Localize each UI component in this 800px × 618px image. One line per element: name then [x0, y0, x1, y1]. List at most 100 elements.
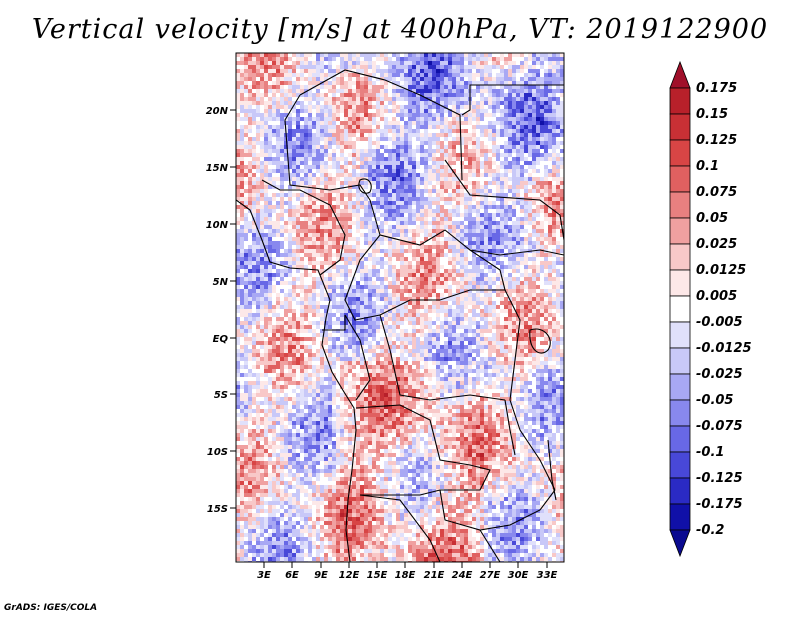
- lon-tick-3E: 3E: [257, 562, 271, 581]
- lat-tick-20N: 20N: [206, 106, 236, 117]
- border-car: [379, 229, 506, 316]
- lake-victoria: [529, 328, 551, 354]
- field-cells: [236, 53, 564, 562]
- lat-label-5S: 5S: [214, 390, 228, 401]
- colorbar-bottom-arrow: [669, 529, 691, 558]
- lat-tick-5S: 5S: [214, 390, 236, 401]
- lon-tick-15E: 15E: [367, 562, 388, 581]
- colorbar-segment: [669, 217, 691, 245]
- lon-tick-18E: 18E: [395, 562, 416, 581]
- grads-credit: GrADS: IGES/COLA: [4, 603, 98, 613]
- colorbar-segment: [669, 295, 691, 323]
- colorbar-segment: [669, 191, 691, 219]
- lat-label-20N: 20N: [206, 106, 229, 117]
- colorbar-segments: [669, 87, 691, 531]
- border-gabon: [322, 315, 346, 331]
- lake-chad: [358, 178, 372, 194]
- border-libya-chad: [299, 69, 463, 181]
- lon-label-15E: 15E: [367, 570, 388, 581]
- colorbar-segment: [669, 347, 691, 375]
- lon-label-24E: 24E: [452, 570, 473, 581]
- cb-label-12: -0.05: [696, 393, 733, 408]
- colorbar-segment: [669, 399, 691, 427]
- border-drc-east: [504, 289, 556, 491]
- cb-label-3: 0.1: [696, 159, 719, 174]
- lat-label-15S: 15S: [207, 504, 228, 515]
- colorbar-labels: 0.175 0.15 0.125 0.1 0.075 0.05 0.025 0.…: [696, 81, 752, 538]
- colorbar-segment: [669, 425, 691, 453]
- border-nigeria: [261, 179, 346, 276]
- lat-tick-15S: 15S: [207, 504, 236, 515]
- border-south-sudan: [469, 249, 564, 256]
- lon-tick-21E: 21E: [424, 562, 445, 581]
- colorbar: 0.175 0.15 0.125 0.1 0.075 0.05 0.025 0.…: [669, 60, 752, 558]
- velocity-field: [236, 53, 564, 562]
- lat-tick-10N: 10N: [206, 220, 236, 231]
- latitude-axis: 20N 15N 10N 5N EQ 5S 10S 15S: [206, 106, 236, 515]
- lat-label-5N: 5N: [213, 277, 229, 288]
- lon-label-6E: 6E: [285, 570, 299, 581]
- colorbar-segment: [669, 269, 691, 297]
- border-angola: [355, 404, 491, 496]
- lon-tick-12E: 12E: [339, 562, 360, 581]
- cb-label-8: 0.005: [696, 289, 737, 304]
- border-cameroon: [344, 199, 381, 321]
- cb-label-10: -0.0125: [696, 341, 752, 356]
- cb-label-2: 0.125: [696, 133, 737, 148]
- lon-label-3E: 3E: [257, 570, 271, 581]
- lat-tick-10S: 10S: [207, 447, 236, 458]
- lon-tick-9E: 9E: [314, 562, 328, 581]
- lon-tick-6E: 6E: [285, 562, 299, 581]
- cb-label-6: 0.025: [696, 237, 737, 252]
- country-boundaries: [236, 69, 564, 562]
- cb-label-1: 0.15: [696, 107, 728, 122]
- cb-label-17: -0.2: [696, 523, 724, 538]
- colorbar-segment: [669, 165, 691, 193]
- colorbar-segment: [669, 451, 691, 479]
- lat-tick-EQ: EQ: [213, 334, 236, 345]
- lat-label-15N: 15N: [206, 163, 229, 174]
- border-zimbabwe: [479, 529, 501, 562]
- colorbar-top-arrow: [669, 60, 691, 89]
- lon-label-9E: 9E: [314, 570, 328, 581]
- border-zambia: [439, 489, 556, 531]
- border-chad-sudan: [461, 84, 564, 116]
- lon-label-30E: 30E: [508, 570, 529, 581]
- cb-label-14: -0.1: [696, 445, 724, 460]
- coastline-west: [236, 199, 357, 562]
- lon-label-18E: 18E: [395, 570, 416, 581]
- lat-label-EQ: EQ: [213, 334, 229, 345]
- lon-label-12E: 12E: [339, 570, 360, 581]
- cb-label-4: 0.075: [696, 185, 737, 200]
- cb-label-0: 0.175: [696, 81, 737, 96]
- border-sudan-south: [444, 159, 564, 241]
- lat-label-10S: 10S: [207, 447, 228, 458]
- lat-tick-5N: 5N: [213, 277, 236, 288]
- lon-tick-24E: 24E: [452, 562, 473, 581]
- longitude-axis: 3E 6E 9E 12E 15E 18E 21E 24E 27E 30E 33E: [257, 562, 558, 581]
- lake-malawi: [547, 439, 557, 501]
- colorbar-segment: [669, 87, 691, 115]
- lon-tick-27E: 27E: [480, 562, 501, 581]
- colorbar-segment: [669, 321, 691, 349]
- border-congo: [344, 314, 371, 401]
- cb-label-7: 0.0125: [696, 263, 746, 278]
- lake-tanganyika: [504, 399, 516, 456]
- map-frame: [235, 52, 565, 563]
- chart-title: Vertical velocity [m/s] at 400hPa, VT: 2…: [31, 14, 769, 45]
- colorbar-segment: [669, 139, 691, 167]
- colorbar-segment: [669, 503, 691, 531]
- cb-label-15: -0.125: [696, 471, 743, 486]
- border-drc-north: [379, 314, 506, 401]
- colorbar-segment: [669, 113, 691, 141]
- lon-label-27E: 27E: [480, 570, 501, 581]
- border-niger-chad: [284, 94, 371, 201]
- border-namibia: [359, 494, 441, 562]
- colorbar-segment: [669, 243, 691, 271]
- cb-label-11: -0.025: [696, 367, 743, 382]
- cb-label-5: 0.05: [696, 211, 728, 226]
- colorbar-segment: [669, 373, 691, 401]
- colorbar-segment: [669, 477, 691, 505]
- lon-tick-30E: 30E: [508, 562, 529, 581]
